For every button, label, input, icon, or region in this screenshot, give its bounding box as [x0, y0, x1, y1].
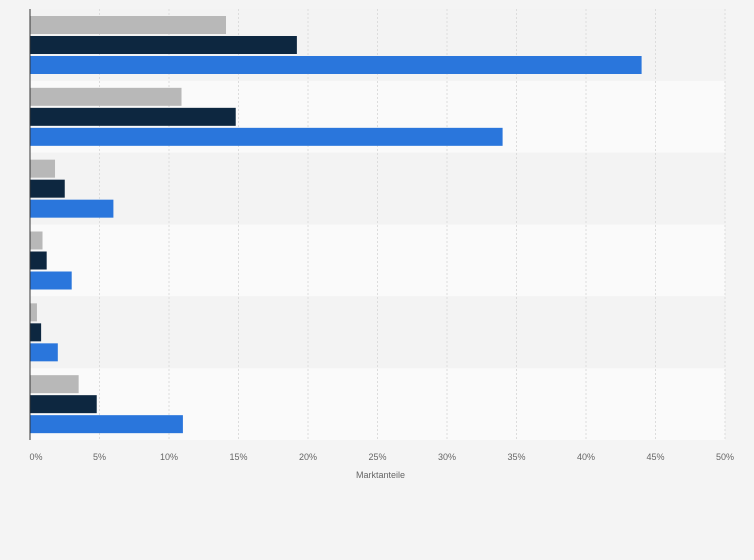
bar-cat4-series2 [30, 251, 47, 270]
bar-cat6-series1 [30, 375, 79, 394]
x-tick-label-20: 20% [299, 452, 317, 462]
category-band-5 [30, 296, 725, 369]
category-band-3 [30, 152, 725, 225]
category-bands [30, 9, 725, 440]
bar-cat2-series3 [30, 127, 503, 146]
bar-cat1-series3 [30, 56, 642, 74]
bar-cat5-series1 [30, 303, 37, 322]
x-tick-label-0: 0% [29, 452, 42, 462]
x-tick-label-40: 40% [577, 452, 595, 462]
x-tick-label-50: 50% [716, 452, 734, 462]
category-band-4 [30, 224, 725, 297]
bar-cat3-series3 [30, 199, 114, 218]
x-tick-label-35: 35% [507, 452, 525, 462]
bar-cat6-series2 [30, 395, 97, 414]
bar-cat1-series2 [30, 36, 297, 54]
x-tick-label-10: 10% [160, 452, 178, 462]
x-tick-label-15: 15% [229, 452, 247, 462]
bar-cat3-series2 [30, 179, 65, 198]
bar-cat4-series1 [30, 231, 43, 250]
bar-cat5-series2 [30, 323, 42, 342]
x-tick-labels: 0% 5% 10% 15% 20% 25% 30% 35% 40% 45% 50% [29, 452, 734, 462]
bar-cat2-series2 [30, 107, 236, 126]
x-tick-label-5: 5% [93, 452, 106, 462]
x-tick-label-25: 25% [368, 452, 386, 462]
x-tick-label-30: 30% [438, 452, 456, 462]
bar-cat4-series3 [30, 271, 72, 290]
bar-cat5-series3 [30, 343, 58, 362]
bar-cat3-series1 [30, 159, 56, 178]
bars [30, 16, 642, 434]
x-tick-label-45: 45% [646, 452, 664, 462]
bar-cat1-series1 [30, 16, 226, 34]
x-axis-label: Marktanteile [356, 470, 405, 480]
bar-cat2-series1 [30, 87, 182, 106]
bar-cat6-series3 [30, 415, 183, 434]
